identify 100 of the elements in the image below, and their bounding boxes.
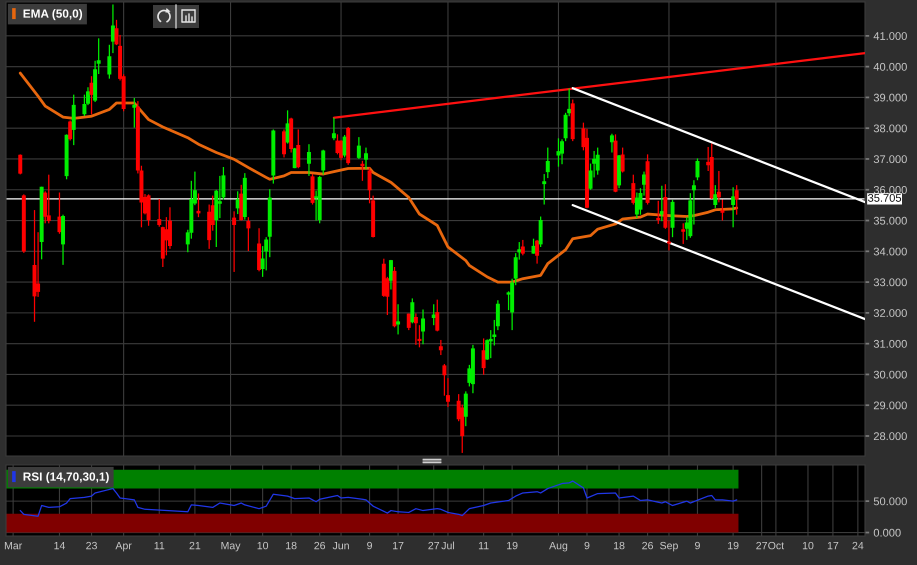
ref-line-label: 35.705 [868,194,902,202]
y-tick-label: 41.000 [874,32,907,40]
candlestick [716,170,721,203]
candlestick [656,200,660,225]
candlestick [596,146,600,176]
candlestick [731,186,736,228]
candlestick [321,149,326,176]
candlestick [610,133,614,154]
candlestick [296,128,300,169]
candlestick [520,239,525,256]
x-tick-label: Sep [660,542,678,552]
candlestick [620,146,625,174]
y-tick-label: 35.000 [874,216,907,225]
candlestick [560,138,564,165]
candlestick [36,232,40,298]
y-tick-label: 37.000 [874,155,907,164]
x-tick-label: 18 [286,542,297,550]
candlestick [332,117,336,141]
candlestick [196,192,200,218]
candlestick [681,222,686,245]
candlestick [634,192,639,219]
x-tick-label: 9 [367,542,372,550]
x-tick-label: 21 [190,542,200,550]
x-tick-label: Jul [441,542,454,550]
x-tick-label: Oct [768,542,784,550]
x-tick-label: 11 [154,542,164,550]
y-tick-label: 28.000 [874,432,907,440]
candlestick [631,174,636,206]
candlestick [232,210,236,273]
y-tick-label: 36.000 [874,186,907,194]
candlestick [292,147,297,169]
x-tick-label: 9 [584,542,590,550]
candlestick [695,158,700,181]
candlestick [482,338,486,376]
candlestick [406,312,411,331]
candlestick [360,160,364,182]
y-tick-label: 30.000 [874,370,907,379]
candlestick [438,339,443,356]
x-tick-label: 17 [828,542,838,550]
y-tick-label: 39.000 [874,94,907,102]
candlestick [535,239,540,264]
x-tick-label: May [221,542,241,552]
candlestick [356,136,361,160]
candlestick [282,128,286,158]
candlestick [364,146,368,170]
x-tick-label: 14 [54,542,66,550]
candlestick [132,97,136,128]
candlestick [90,76,94,115]
candlestick [107,44,112,80]
x-tick-label: Jun [332,542,349,550]
y-tick-label: 33.000 [874,278,907,286]
candlestick [556,138,560,168]
candlestick [46,174,51,224]
candlestick [110,4,115,54]
y-tick-label: 0.000 [874,528,901,537]
x-tick-label: 27 [428,542,440,550]
x-tick-label: Mar [4,542,22,550]
candlestick [236,190,240,215]
candlestick [720,198,724,222]
candlestick [68,120,72,142]
candlestick [218,175,222,219]
legend-label: EMA (50,0) [24,9,82,20]
y-tick-label: 38.000 [874,124,907,132]
candlestick [432,304,436,326]
candlestick [414,312,418,346]
y-tick-label: 40.000 [874,62,907,71]
candlestick [410,298,414,324]
candlestick [157,198,162,228]
x-tick-label: 10 [802,542,814,550]
candlestick [435,299,440,332]
candlestick [546,146,550,179]
x-tick-label: 9 [695,542,700,550]
x-tick-label: 18 [614,542,624,550]
x-tick-label: 23 [86,542,97,550]
y-tick-label: 34.000 [874,248,907,256]
y-tick-label: 31.000 [874,340,907,348]
x-tick-label: 26 [314,542,326,550]
x-tick-label: 27 [756,542,767,550]
y-tick-label: 32.000 [874,309,907,318]
candlestick [464,390,468,427]
candlestick [306,144,311,177]
candlestick [542,173,546,206]
x-tick-label: Aug [549,542,568,552]
x-tick-label: 26 [642,542,653,550]
candlestick [660,185,664,222]
candlestick [57,192,62,234]
x-tick-label: 11 [478,542,489,550]
line-series [18,72,738,284]
candlestick [336,134,340,155]
candlestick [538,216,543,248]
x-tick-label: 19 [507,542,518,550]
candlestick [342,134,347,158]
x-tick-label: 10 [258,542,268,550]
x-tick-label: 17 [393,542,404,550]
candlestick [421,308,426,345]
x-tick-label: 24 [852,542,864,550]
candlestick [388,259,393,290]
candlestick [246,216,250,252]
y-tick-label: 29.000 [874,401,907,410]
candlestick [396,304,400,336]
